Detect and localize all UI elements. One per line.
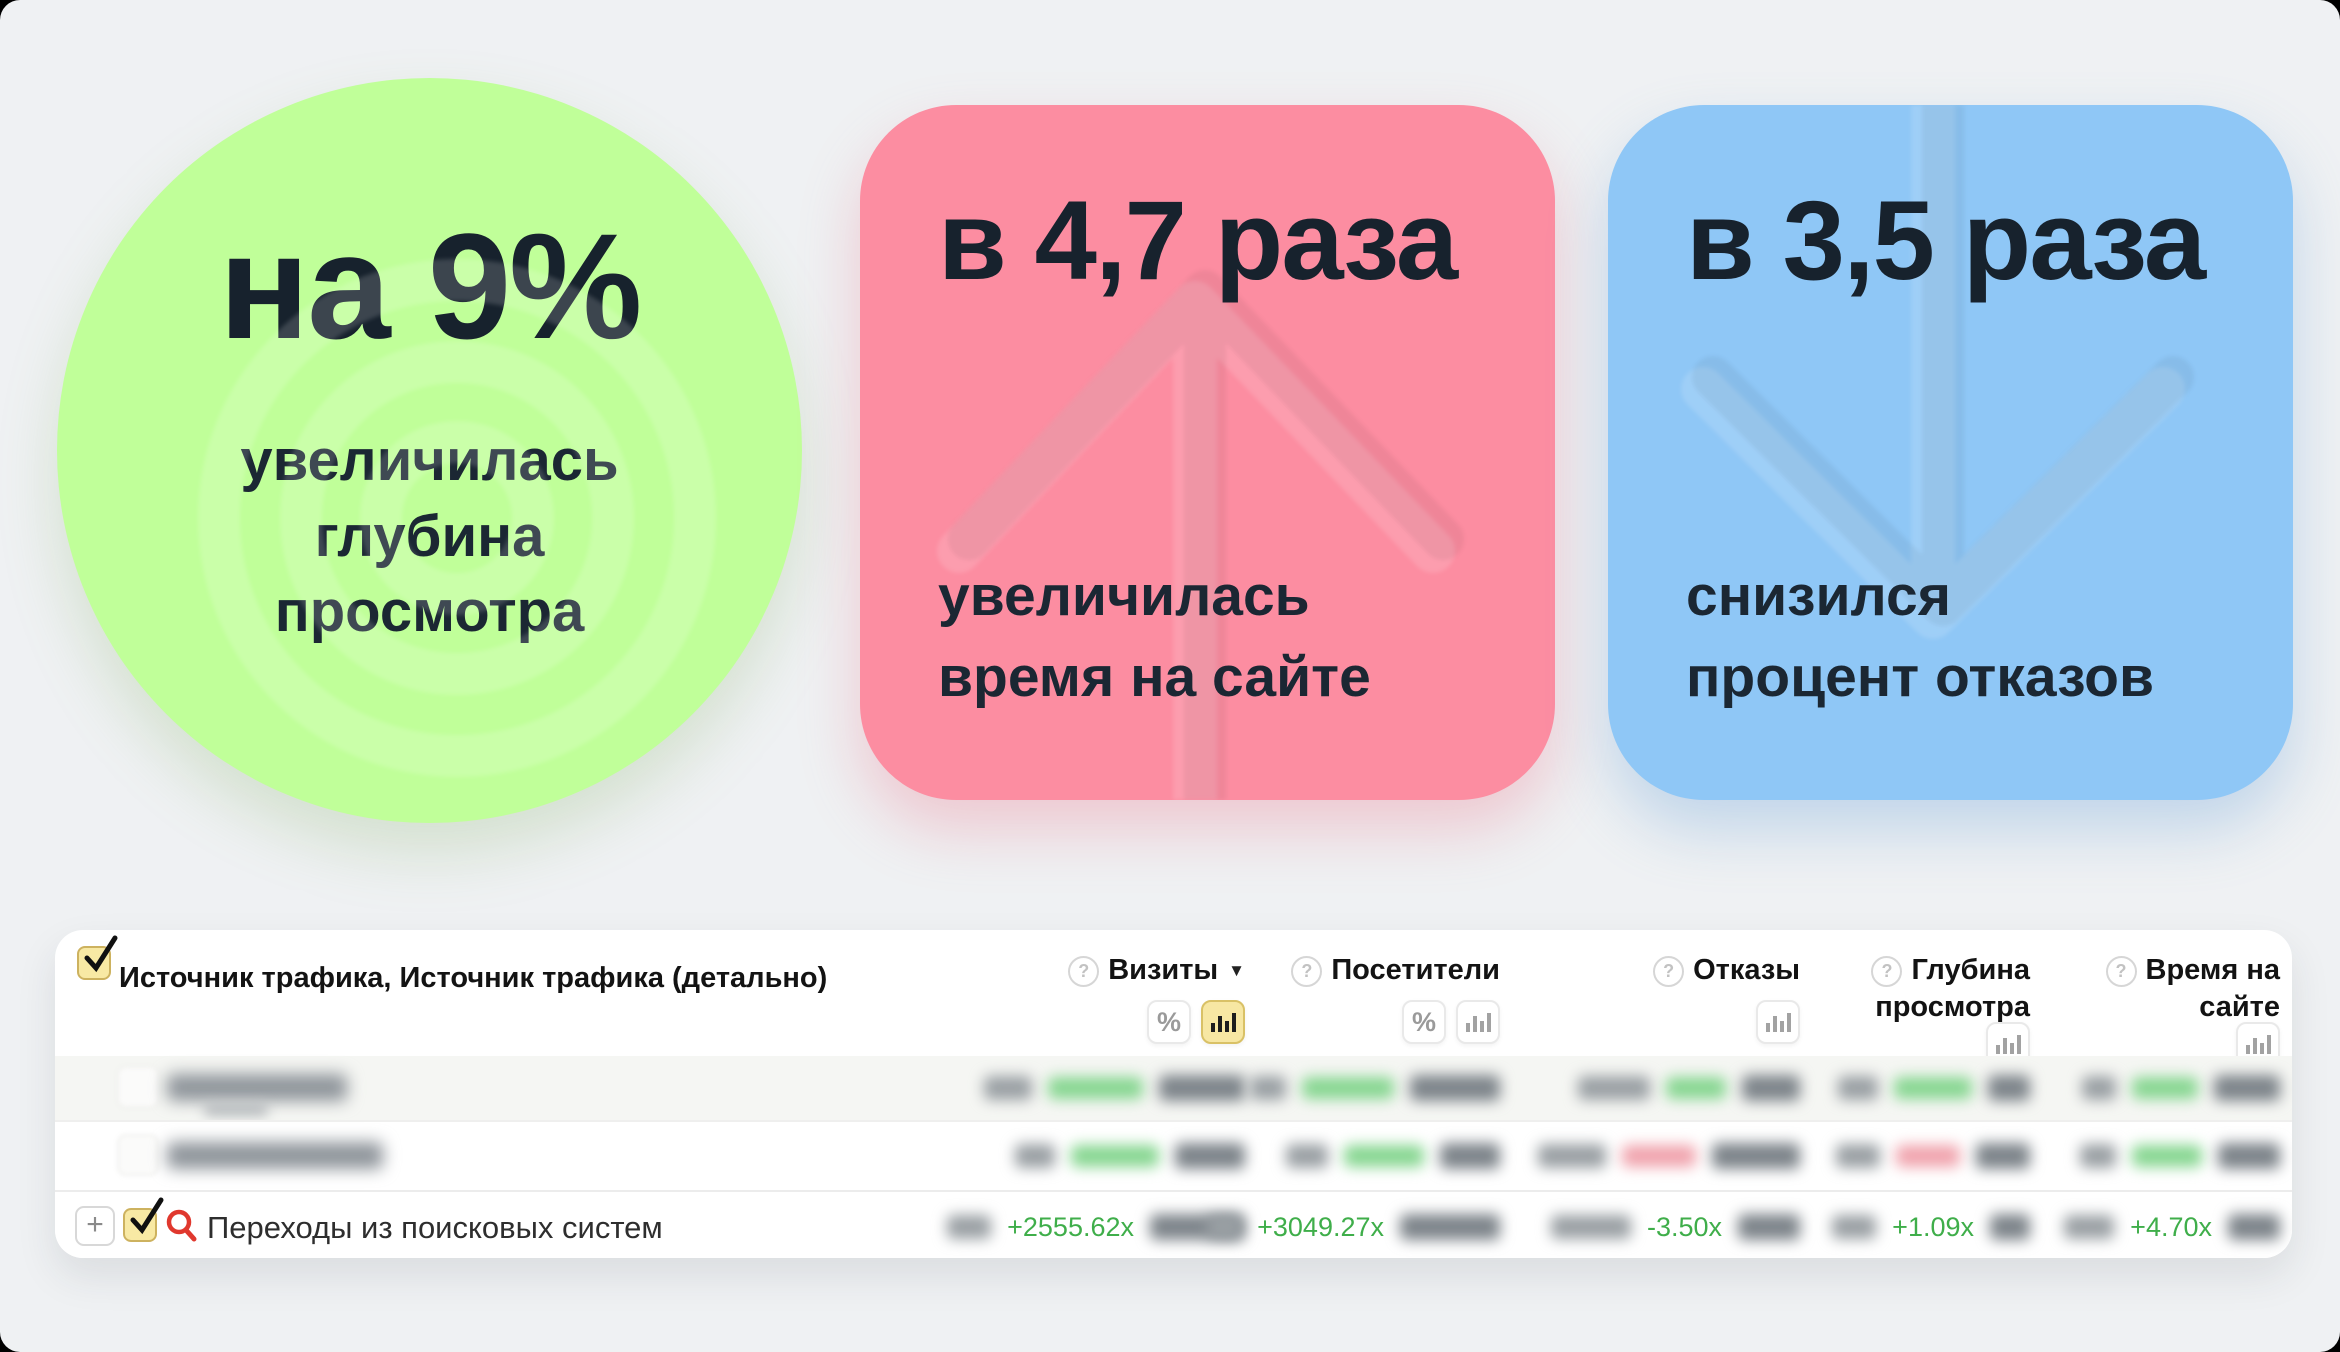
stat-headline: в 3,5 раза xyxy=(1686,178,2206,303)
expand-row-button[interactable]: + xyxy=(75,1206,115,1246)
help-icon[interactable]: ? xyxy=(1291,956,1323,987)
column-header-depth[interactable]: ? Глубина просмотра xyxy=(1871,952,2030,1026)
visitors-delta: +3049.27x xyxy=(1257,1211,1384,1242)
blurred-metric-depth xyxy=(1838,1056,2030,1120)
stat-headline: на 9% xyxy=(218,202,643,371)
help-icon[interactable]: ? xyxy=(1653,956,1685,987)
table-row[interactable]: + Переходы из поисковых систем +2555.62x… xyxy=(55,1190,2292,1258)
bar-chart-toggle-visitors[interactable] xyxy=(1456,1000,1500,1044)
percent-toggle-visitors[interactable]: % xyxy=(1402,1000,1446,1044)
bar-chart-icon xyxy=(1466,1013,1491,1032)
stat-subtitle: снизился процент отказов xyxy=(1686,564,2154,710)
blurred-row-name xyxy=(167,1142,383,1169)
row-name[interactable]: Переходы из поисковых систем xyxy=(207,1210,663,1245)
column-header-time[interactable]: ? Время на сайте xyxy=(2105,952,2280,1026)
bar-chart-toggle-bounce[interactable] xyxy=(1756,1000,1800,1044)
blurred-metric-visitors xyxy=(1250,1056,1500,1120)
table-header: Источник трафика, Источник трафика (дета… xyxy=(55,930,2292,1066)
check-icon xyxy=(84,935,118,973)
blurred-metric-visits xyxy=(984,1056,1245,1120)
stat-card-time-on-site: в 4,7 раза увеличилась время на сайте xyxy=(860,105,1555,800)
bar-chart-icon xyxy=(2246,1035,2271,1054)
bar-chart-icon xyxy=(1766,1013,1791,1032)
stat-subtitle: увеличилась глубина просмотра xyxy=(240,428,619,645)
row-checkbox[interactable] xyxy=(123,1197,164,1242)
stat-subtitle: увеличилась время на сайте xyxy=(938,564,1371,710)
blurred-metric-time xyxy=(2080,1122,2280,1190)
stat-card-view-depth: на 9% увеличилась глубина просмотра xyxy=(57,78,802,823)
blurred-value xyxy=(1990,1214,2030,1240)
metrics-table: Источник трафика, Источник трафика (дета… xyxy=(55,930,2292,1258)
blurred-metric-time xyxy=(2082,1056,2280,1120)
blurred-metric-visitors xyxy=(1286,1122,1500,1190)
row-checkbox[interactable] xyxy=(117,1134,159,1176)
blurred-metric-bounce xyxy=(1578,1056,1800,1120)
stat-headline: в 4,7 раза xyxy=(938,178,1458,303)
column-header-visits[interactable]: ? Визиты ▼ xyxy=(1068,952,1245,989)
table-row[interactable] xyxy=(55,1120,2292,1190)
magnifier-icon xyxy=(166,1209,197,1242)
stat-card-bounce-rate: в 3,5 раза снизился процент отказов xyxy=(1608,105,2293,800)
blurred-value xyxy=(2228,1214,2280,1240)
blurred-metric-bounce xyxy=(1538,1122,1800,1190)
bar-chart-toggle-visits[interactable] xyxy=(1201,1000,1245,1044)
blurred-value xyxy=(1738,1214,1800,1240)
time-delta: +4.70x xyxy=(2130,1211,2212,1242)
blurred-value xyxy=(2064,1215,2115,1239)
dimension-column-header[interactable]: Источник трафика, Источник трафика (дета… xyxy=(119,962,828,994)
row-checkbox[interactable] xyxy=(117,1066,159,1108)
column-header-bounce[interactable]: ? Отказы xyxy=(1653,952,1800,989)
blurred-value xyxy=(947,1215,992,1239)
blurred-value xyxy=(1550,1215,1631,1239)
select-all-checkbox[interactable] xyxy=(77,935,118,980)
blurred-row-subtext xyxy=(204,1103,268,1116)
percent-toggle-visits[interactable]: % xyxy=(1147,1000,1191,1044)
blurred-metric-visits xyxy=(1015,1122,1245,1190)
help-icon[interactable]: ? xyxy=(2105,956,2137,987)
blurred-value xyxy=(1207,1215,1242,1239)
help-icon[interactable]: ? xyxy=(1871,956,1903,987)
sort-desc-icon: ▼ xyxy=(1228,961,1245,980)
bar-chart-icon xyxy=(1996,1035,2021,1054)
depth-delta: +1.09x xyxy=(1892,1211,1974,1242)
blurred-row-name xyxy=(167,1074,347,1101)
bounce-delta: -3.50x xyxy=(1646,1211,1722,1242)
table-row[interactable] xyxy=(55,1056,2292,1120)
column-header-visitors[interactable]: ? Посетители xyxy=(1291,952,1500,989)
bar-chart-icon xyxy=(1211,1013,1236,1032)
blurred-value xyxy=(1400,1214,1500,1240)
visits-delta: +2555.62x xyxy=(1007,1211,1134,1242)
blurred-value xyxy=(1832,1215,1877,1239)
check-icon xyxy=(130,1197,164,1235)
blurred-metric-depth xyxy=(1836,1122,2030,1190)
help-icon[interactable]: ? xyxy=(1068,956,1100,987)
